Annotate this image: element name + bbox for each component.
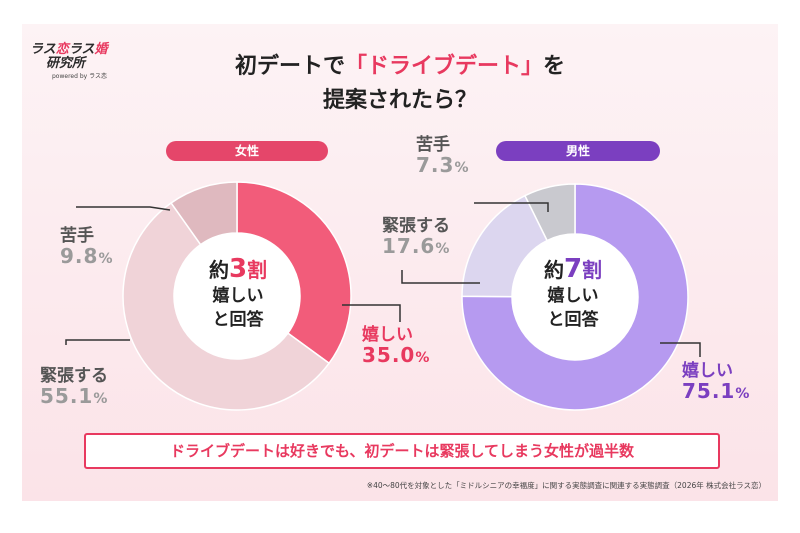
page-title: 初デートで「ドライブデート」を 提案されたら？ [150, 50, 650, 118]
male-label-pill: 男性 [496, 141, 660, 161]
leader-line [474, 202, 549, 212]
percent-sign: % [93, 390, 109, 407]
percent-sign: % [435, 240, 451, 257]
logo-text: 婚 [94, 42, 108, 57]
center-number: 3 [228, 254, 248, 284]
slice-label: 緊張する [40, 366, 108, 386]
slice-label: 嬉しい [362, 325, 413, 345]
leader-line [342, 304, 401, 322]
logo-text: 研究所 [46, 56, 86, 71]
center-line: と回答 [212, 310, 264, 330]
male-nervous-label: 緊張する 17.6% [382, 216, 451, 258]
slice-label: 苦手 [60, 226, 94, 246]
center-number: 7 [563, 254, 583, 284]
slice-value: 35.0 [362, 342, 416, 367]
slice-value: 17.6 [382, 233, 436, 258]
title-text: を [543, 54, 566, 79]
center-suffix: 割 [582, 258, 603, 282]
center-line: 嬉しい [547, 286, 599, 306]
leader-line [660, 342, 701, 357]
leader-line [65, 339, 130, 345]
female-dislike-label: 苦手 9.8% [60, 226, 114, 268]
title-highlight: 「ドライブデート」 [344, 54, 543, 79]
slice-label: 苦手 [416, 135, 450, 155]
footnote: ※40〜80代を対象とした「ミドルシニアの幸福度」に関する実態調査に関連する実態… [366, 481, 766, 490]
male-donut [461, 183, 689, 411]
percent-sign: % [98, 250, 114, 267]
logo-text: ラス [30, 42, 56, 57]
center-prefix: 約 [543, 258, 564, 282]
female-nervous-label: 緊張する 55.1% [40, 366, 109, 408]
center-line: 嬉しい [212, 286, 264, 306]
title-text: 提案されたら？ [322, 88, 477, 113]
slice-label: 嬉しい [682, 361, 733, 381]
female-donut [122, 181, 352, 411]
male-donut-hole [512, 234, 638, 360]
logo-tagline: powered by ラス恋 [52, 73, 107, 80]
female-center-text: 約3割 嬉しい と回答 [183, 254, 293, 332]
female-happy-label: 嬉しい 35.0% [362, 325, 431, 367]
center-line: と回答 [547, 310, 599, 330]
logo-text: ラス [68, 42, 95, 57]
percent-sign: % [415, 349, 431, 366]
slice-label: 緊張する [382, 216, 450, 236]
percent-sign: % [454, 159, 470, 176]
slice-value: 7.3 [416, 152, 455, 177]
percent-sign: % [735, 385, 751, 402]
slice-value: 55.1 [40, 383, 94, 408]
slice-value: 9.8 [60, 243, 99, 268]
male-center-text: 約7割 嬉しい と回答 [518, 254, 628, 332]
summary-banner: ドライブデートは好きでも、初デートは緊張してしまう女性が過半数 [84, 433, 720, 469]
center-prefix: 約 [208, 258, 229, 282]
male-happy-label: 嬉しい 75.1% [682, 361, 751, 403]
leader-line [401, 270, 480, 284]
male-dislike-label: 苦手 7.3% [416, 135, 470, 177]
title-text: 初デートで [234, 54, 345, 79]
slice-value: 75.1 [682, 378, 736, 403]
female-donut-hole [174, 233, 300, 359]
logo-text: 恋 [55, 42, 69, 57]
center-suffix: 割 [247, 258, 268, 282]
leader-line [76, 206, 171, 211]
logo: ラス恋ラス婚 研究所 powered by ラス恋 [30, 38, 120, 80]
female-label-pill: 女性 [166, 141, 328, 161]
